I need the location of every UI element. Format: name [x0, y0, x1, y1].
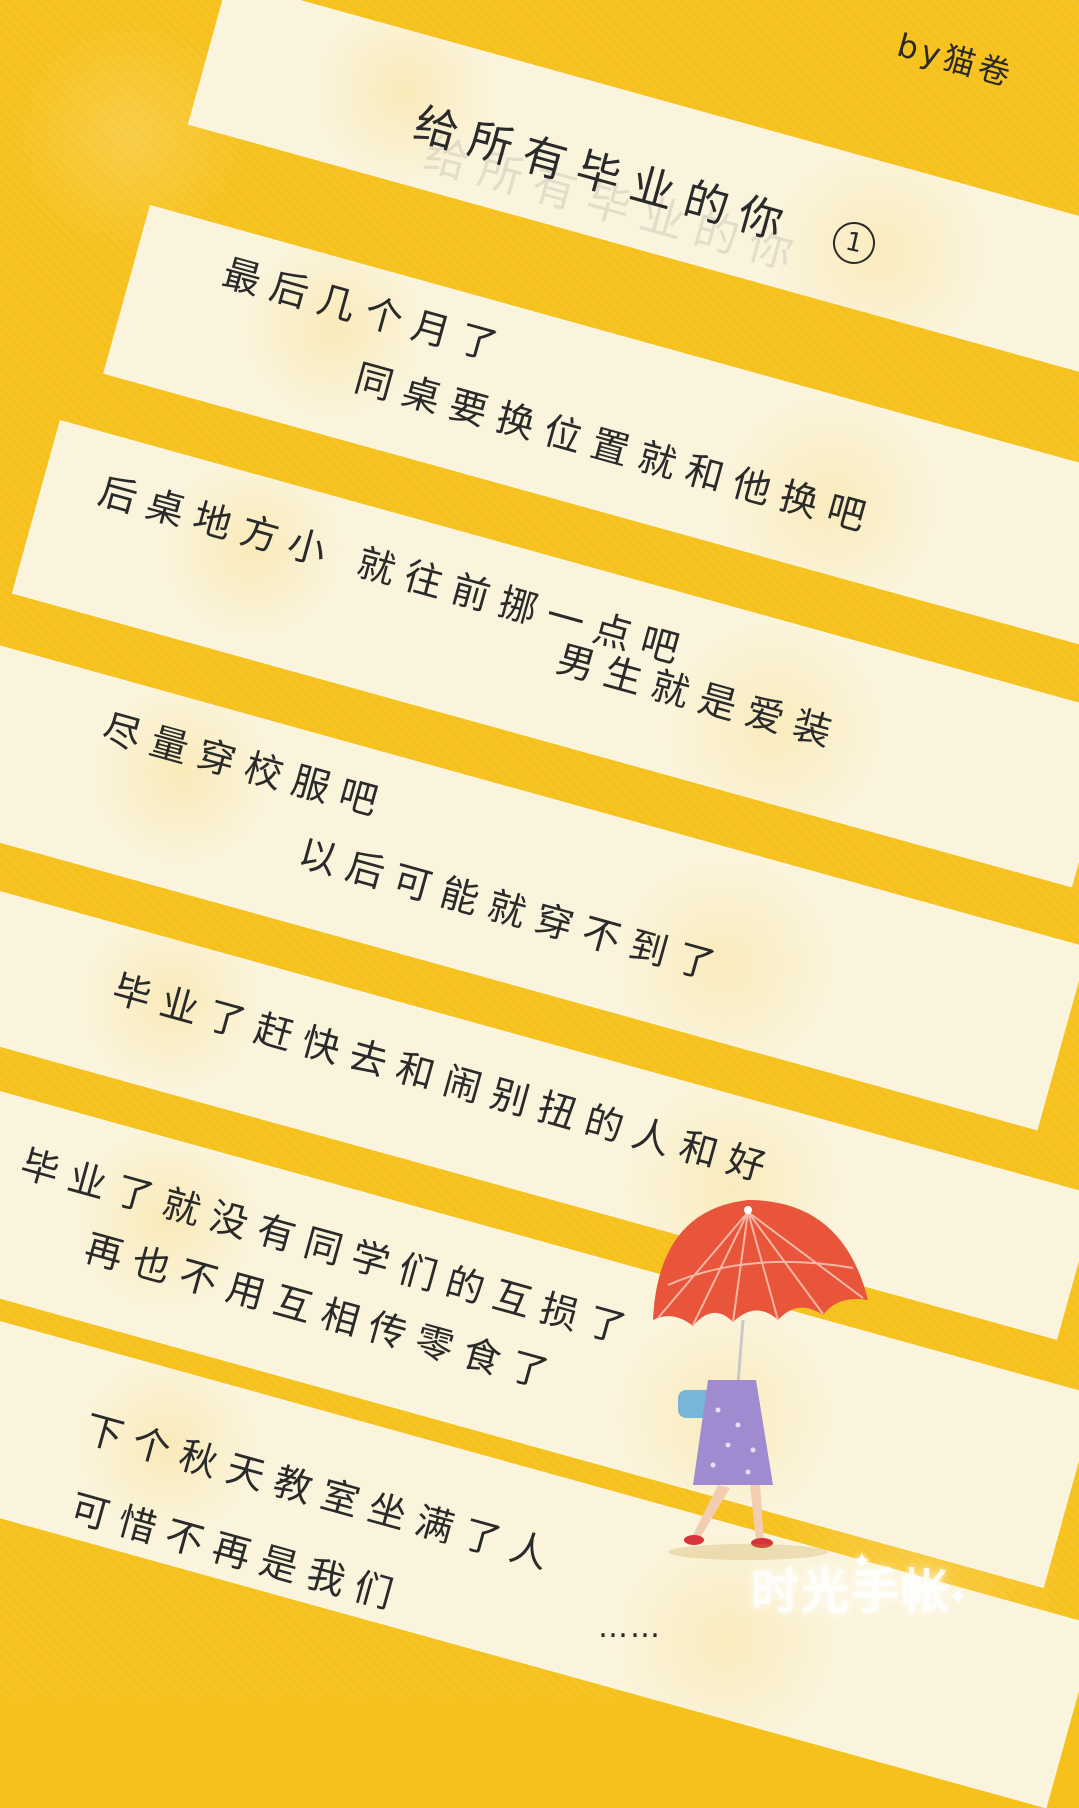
girl-with-umbrella-illustration	[653, 1200, 868, 1560]
text-ellipsis: ……	[598, 1610, 662, 1645]
sparkle-icon: ✦	[852, 1549, 871, 1574]
sparkle-icon: ✦	[948, 1585, 967, 1610]
watermark: 时光手帐	[750, 1564, 951, 1620]
umbrella-icon	[653, 1200, 868, 1411]
girl-figure	[668, 1380, 828, 1560]
byline: by猫卷	[893, 25, 1019, 95]
